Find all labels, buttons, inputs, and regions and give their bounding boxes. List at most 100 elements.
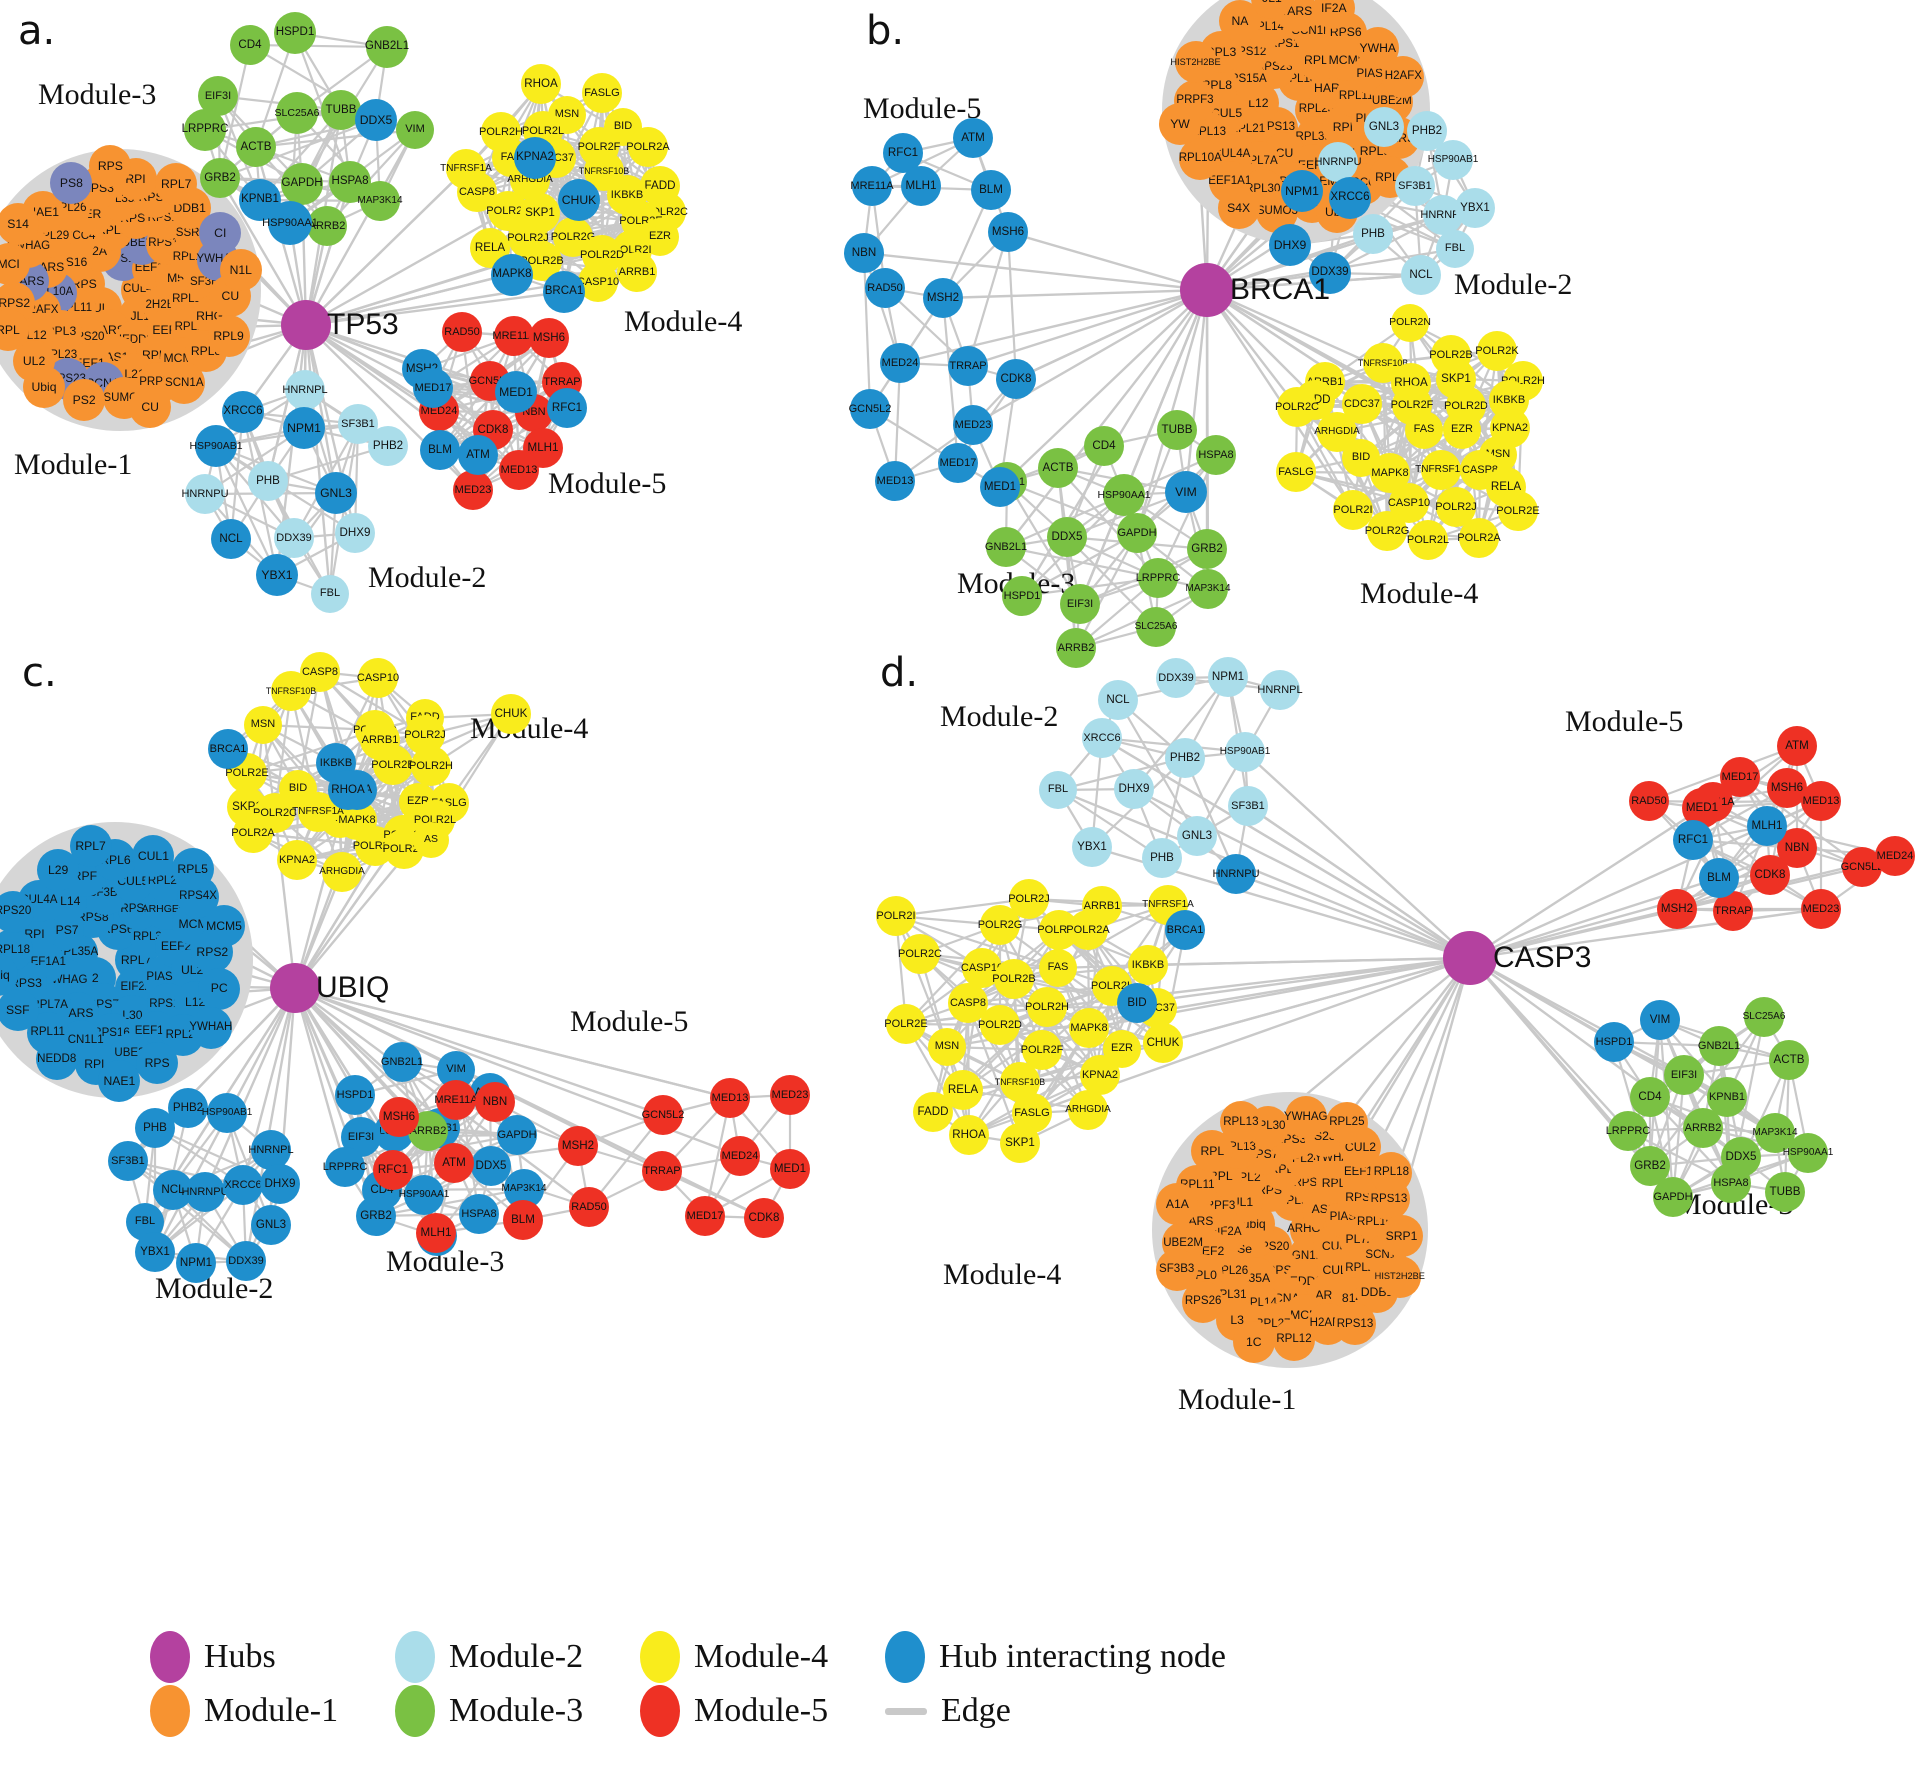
- module-node[interactable]: TUBB: [1765, 1172, 1805, 1212]
- node-label: KPNB1: [1708, 1090, 1746, 1103]
- node-label: FBL: [1047, 783, 1069, 796]
- module-node[interactable]: CHUK: [1143, 1023, 1183, 1063]
- legend-label-module-1: Module-1: [204, 1692, 339, 1729]
- hub-node[interactable]: [1180, 263, 1234, 317]
- module-node[interactable]: NPM1: [1208, 657, 1248, 697]
- module-node[interactable]: ACTB: [1769, 1040, 1809, 1080]
- node-label: MAPK8: [1070, 1021, 1108, 1034]
- module-node[interactable]: NCL: [1098, 680, 1138, 720]
- module-node[interactable]: MED23: [1801, 889, 1841, 929]
- module-node[interactable]: FAS: [1039, 949, 1077, 987]
- module-node[interactable]: IKBKB: [1128, 945, 1168, 985]
- module-node[interactable]: ARRB2: [1683, 1108, 1723, 1148]
- dense-cluster-node[interactable]: SSF: [0, 988, 39, 1031]
- module-label-module-3: Module-3: [38, 78, 157, 111]
- dense-cluster-node[interactable]: RPL25: [1325, 1102, 1368, 1145]
- module-node[interactable]: GAPDH: [1653, 1177, 1693, 1217]
- hub-interacting-node[interactable]: HSPD1: [1594, 1022, 1634, 1062]
- module-label-module-4: Module-4: [943, 1258, 1062, 1291]
- module-node[interactable]: DHX9: [1114, 769, 1154, 809]
- hub-node[interactable]: [281, 300, 331, 350]
- module-node[interactable]: PHB: [1142, 838, 1182, 878]
- module-node[interactable]: MSH2: [1657, 889, 1697, 929]
- dense-cluster-node[interactable]: CI: [199, 212, 242, 255]
- module-node[interactable]: NCL: [1401, 255, 1441, 295]
- node-label: EZR: [1110, 1042, 1134, 1055]
- module-node[interactable]: ARHGDIA: [1065, 1090, 1111, 1130]
- module-node[interactable]: SLC25A6: [1743, 997, 1785, 1037]
- module-node[interactable]: MED24: [1875, 836, 1915, 876]
- node-label: POLR2J: [1008, 892, 1050, 905]
- module-node[interactable]: LRPPRC: [1606, 1111, 1650, 1151]
- module-node[interactable]: ATM: [953, 118, 993, 158]
- module-node[interactable]: HSP90AA1: [1783, 1133, 1833, 1173]
- panel-a-network: Module-3 Module-1 Module-2 Module-4 Module-5…: [0, 0, 900, 640]
- module-node[interactable]: YBX1: [1072, 827, 1112, 867]
- legend-label-edge: Edge: [941, 1692, 1011, 1729]
- dense-cluster-node[interactable]: YWHAG: [1284, 1096, 1328, 1139]
- node-label: HSP90AB1: [1219, 746, 1271, 757]
- module-node[interactable]: XRCC6: [1082, 718, 1122, 758]
- dense-cluster-node[interactable]: RPL12: [1272, 1318, 1315, 1361]
- module-node[interactable]: GNL3: [1177, 816, 1217, 856]
- dense-cluster-node[interactable]: HIST2H2BE: [1375, 1255, 1425, 1298]
- module-node[interactable]: HSP90AB1: [1220, 732, 1270, 772]
- dense-cluster-node[interactable]: SF3B3: [1155, 1249, 1198, 1292]
- module-node[interactable]: POLR2B: [992, 959, 1036, 999]
- module-node[interactable]: POLR2E: [884, 1004, 928, 1044]
- module-node[interactable]: POLR2D: [978, 1005, 1022, 1045]
- module-node[interactable]: HNRNPL: [1257, 670, 1303, 710]
- module-node[interactable]: POLR2I: [876, 896, 916, 936]
- hub-label: TP53: [327, 308, 399, 341]
- module-node[interactable]: RHOA: [949, 1115, 989, 1155]
- hub-node[interactable]: [270, 963, 320, 1013]
- dense-cluster-node[interactable]: RPL13: [1219, 1101, 1262, 1144]
- dense-cluster-node[interactable]: SRP1: [1380, 1214, 1423, 1257]
- module-node[interactable]: MSN: [928, 1028, 966, 1066]
- dense-cluster-node[interactable]: RPL18: [1370, 1151, 1413, 1194]
- hub-interacting-node[interactable]: BID: [1117, 983, 1157, 1023]
- legend-item-hubs: Hubs: [150, 1630, 338, 1684]
- hub-interacting-node[interactable]: BRCA1: [1165, 910, 1205, 950]
- node-label: MSN: [934, 1040, 960, 1053]
- module-node[interactable]: ATM: [1777, 726, 1817, 766]
- module-node[interactable]: DDX39: [1156, 658, 1196, 698]
- dense-cluster-node[interactable]: 1C: [1232, 1320, 1275, 1363]
- node-label: HSP90AA1: [1782, 1147, 1834, 1158]
- module-node[interactable]: POLR2H: [1024, 987, 1070, 1027]
- module-node[interactable]: FADD: [913, 1092, 953, 1132]
- module-node[interactable]: RAD50: [1629, 781, 1669, 821]
- module-node[interactable]: POLR2G: [978, 905, 1022, 945]
- module-node[interactable]: DHX9: [260, 1164, 300, 1204]
- module-node[interactable]: CDK8: [1750, 855, 1790, 895]
- hub-interacting-node[interactable]: RFC1: [1673, 820, 1713, 860]
- module-node[interactable]: POLR2C: [898, 934, 942, 974]
- hub-interacting-node[interactable]: HNRNPU: [1212, 854, 1260, 894]
- hub-interacting-node[interactable]: VIM: [1640, 1000, 1680, 1040]
- module-node[interactable]: PHB2: [1165, 738, 1205, 778]
- node-label: TNFRSF1A: [1142, 899, 1194, 910]
- module-label-module-5: Module-5: [863, 92, 982, 125]
- module-node[interactable]: FBL: [1436, 230, 1474, 268]
- module-node[interactable]: SF3B1: [1228, 786, 1268, 826]
- module-node[interactable]: POLR2A: [1066, 910, 1110, 950]
- hub-node[interactable]: [1443, 931, 1497, 985]
- node-label: VIM: [1649, 1013, 1671, 1027]
- hub-interacting-node[interactable]: MLH1: [1747, 806, 1787, 846]
- node-label: RHOA: [952, 1128, 986, 1142]
- module-node[interactable]: MED1: [980, 467, 1020, 507]
- legend-swatch-module-4: [640, 1631, 680, 1683]
- module-node[interactable]: SKP1: [1000, 1123, 1040, 1163]
- module-node[interactable]: KPNA2: [1080, 1055, 1120, 1095]
- module-node[interactable]: GNB2L1: [1698, 1026, 1740, 1066]
- module-node[interactable]: EIF3I: [1664, 1055, 1704, 1095]
- module-node[interactable]: MED13: [1801, 781, 1841, 821]
- legend-swatch-hub-interacting-node: [885, 1631, 925, 1683]
- module-node[interactable]: CD4: [1630, 1077, 1670, 1117]
- module-node[interactable]: HSPA8: [1711, 1163, 1751, 1203]
- hub-interacting-node[interactable]: BLM: [1699, 858, 1739, 898]
- module-node[interactable]: FBL: [1039, 771, 1077, 809]
- node-label: GNL3: [1181, 829, 1213, 843]
- legend-item-module-3: Module-3: [395, 1684, 583, 1738]
- node-label: POLR2H: [1024, 1000, 1070, 1013]
